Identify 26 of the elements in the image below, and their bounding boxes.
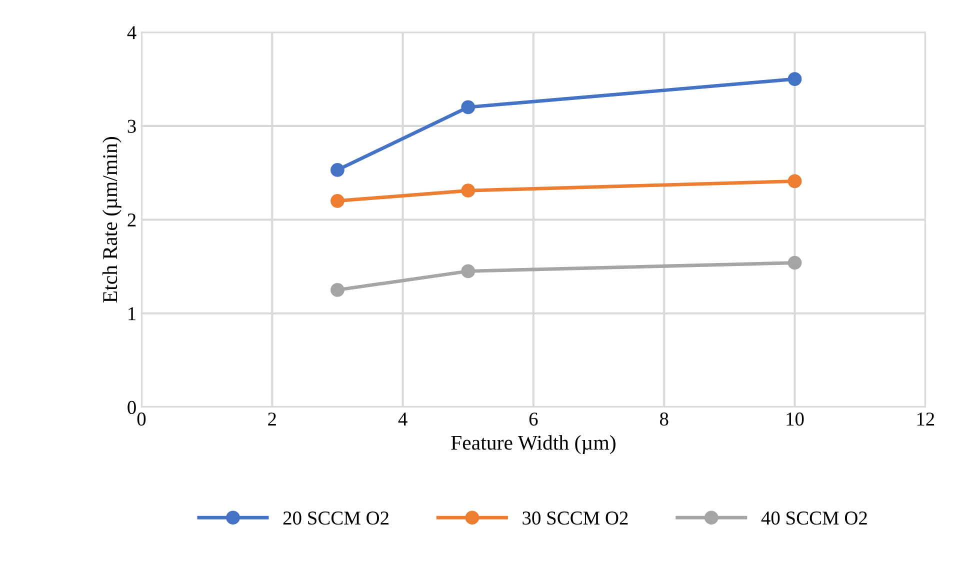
x-tick-label: 4 — [398, 412, 408, 426]
legend-label: 30 SCCM O2 — [522, 512, 628, 525]
x-tick-label: 2 — [268, 412, 276, 426]
point — [788, 174, 802, 188]
legend-label: 20 SCCM O2 — [283, 512, 388, 525]
y-axis-title: Etch Rate (µm/min) — [102, 137, 122, 303]
point — [330, 194, 344, 208]
point — [461, 264, 476, 278]
point — [461, 184, 476, 198]
x-tick-label: 0 — [137, 412, 146, 426]
y-tick-label: 1 — [128, 307, 136, 320]
legend-label: 40 SCCM O2 — [761, 512, 867, 525]
x-tick-label: 10 — [786, 412, 804, 426]
y-tick-label: 2 — [128, 214, 136, 226]
y-tick-label: 3 — [128, 120, 136, 133]
point — [330, 163, 344, 177]
point — [788, 72, 802, 86]
x-axis-title: Feature Width (µm) — [451, 435, 616, 454]
point — [788, 256, 802, 270]
x-tick-label: 12 — [917, 412, 934, 426]
point — [461, 100, 476, 114]
y-tick-label: 0 — [128, 400, 136, 414]
y-tick-label: 4 — [127, 26, 136, 39]
x-tick-label: 6 — [529, 412, 538, 426]
x-tick-label: 8 — [660, 412, 668, 426]
point — [330, 283, 344, 297]
